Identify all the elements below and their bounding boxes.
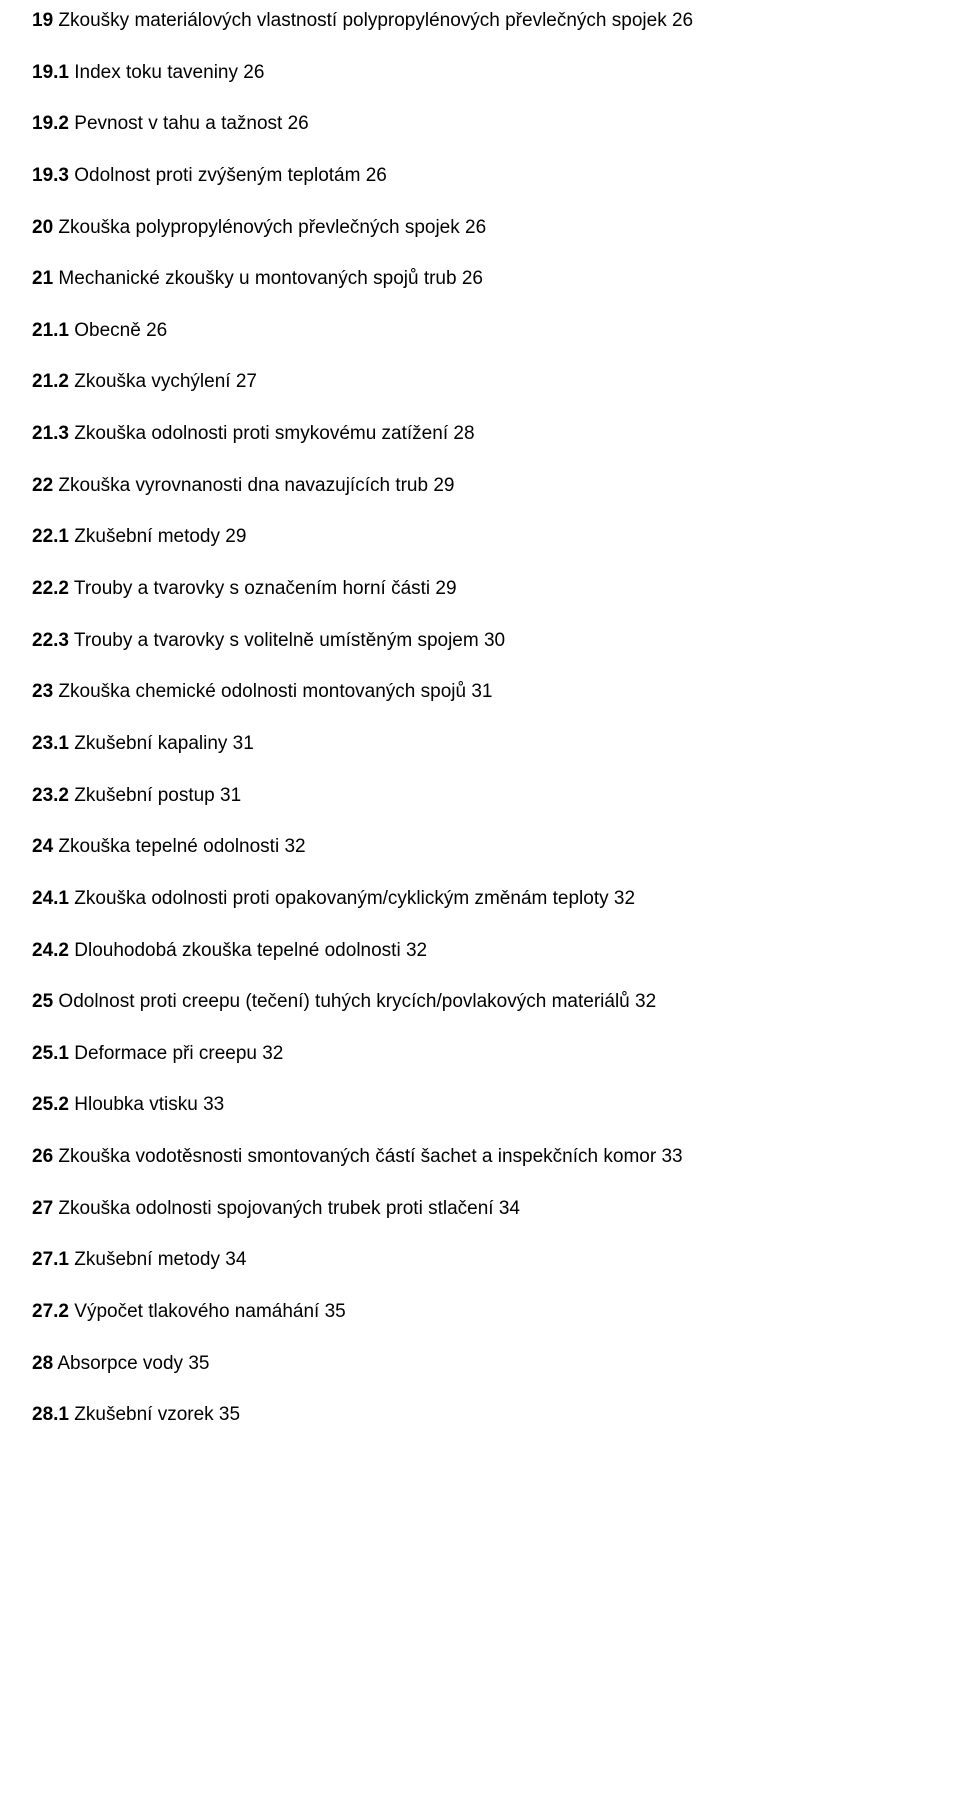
toc-entry-number: 21.3 (32, 423, 69, 444)
toc-entry-number: 24.1 (32, 888, 69, 909)
toc-entry-title: Trouby a tvarovky s označením horní část… (74, 578, 457, 599)
toc-entry: 20 Zkouška polypropylénových převlečných… (32, 215, 928, 241)
toc-entry-title: Zkušební postup 31 (74, 785, 241, 806)
table-of-contents: 19 Zkoušky materiálových vlastností poly… (32, 8, 928, 1428)
toc-entry-title: Zkušební kapaliny 31 (74, 733, 254, 754)
toc-entry-title: Zkouška vyrovnanosti dna navazujících tr… (58, 475, 454, 496)
toc-entry-title: Pevnost v tahu a tažnost 26 (74, 113, 309, 134)
toc-entry-title: Trouby a tvarovky s volitelně umístěným … (74, 630, 505, 651)
toc-entry: 24.1 Zkouška odolnosti proti opakovaným/… (32, 886, 928, 912)
toc-entry-number: 20 (32, 217, 53, 238)
toc-entry: 21.2 Zkouška vychýlení 27 (32, 369, 928, 395)
toc-entry-title: Odolnost proti creepu (tečení) tuhých kr… (58, 991, 656, 1012)
toc-entry: 24.2 Dlouhodobá zkouška tepelné odolnost… (32, 938, 928, 964)
toc-entry-number: 23.2 (32, 785, 69, 806)
toc-entry-number: 25.1 (32, 1043, 69, 1064)
toc-entry: 27.2 Výpočet tlakového namáhání 35 (32, 1299, 928, 1325)
toc-entry-title: Zkouška tepelné odolnosti 32 (58, 836, 305, 857)
toc-entry-title: Hloubka vtisku 33 (74, 1094, 224, 1115)
toc-entry: 26 Zkouška vodotěsnosti smontovaných čás… (32, 1144, 928, 1170)
toc-entry-title: Dlouhodobá zkouška tepelné odolnosti 32 (74, 940, 427, 961)
toc-entry: 23.1 Zkušební kapaliny 31 (32, 731, 928, 757)
toc-entry-title: Zkouška odolnosti proti smykovému zatíže… (74, 423, 474, 444)
toc-entry-number: 28 (32, 1353, 53, 1374)
toc-entry-number: 26 (32, 1146, 53, 1167)
toc-entry-number: 21.2 (32, 371, 69, 392)
toc-entry-number: 25 (32, 991, 53, 1012)
toc-entry-number: 21 (32, 268, 53, 289)
toc-entry: 28 Absorpce vody 35 (32, 1351, 928, 1377)
toc-entry-title: Zkouška odolnosti proti opakovaným/cykli… (74, 888, 635, 909)
toc-entry: 22 Zkouška vyrovnanosti dna navazujících… (32, 473, 928, 499)
toc-entry-number: 22.2 (32, 578, 69, 599)
toc-entry: 25.1 Deformace při creepu 32 (32, 1041, 928, 1067)
toc-entry-title: Odolnost proti zvýšeným teplotám 26 (74, 165, 387, 186)
toc-entry-number: 27.2 (32, 1301, 69, 1322)
toc-entry-title: Index toku taveniny 26 (74, 62, 264, 83)
toc-entry: 27.1 Zkušební metody 34 (32, 1247, 928, 1273)
toc-entry: 19.3 Odolnost proti zvýšeným teplotám 26 (32, 163, 928, 189)
toc-entry-number: 19.1 (32, 62, 69, 83)
toc-entry: 19.1 Index toku taveniny 26 (32, 60, 928, 86)
toc-entry-title: Obecně 26 (74, 320, 167, 341)
toc-entry-title: Zkušební metody 29 (74, 526, 246, 547)
toc-entry-number: 19.2 (32, 113, 69, 134)
toc-entry: 23.2 Zkušební postup 31 (32, 783, 928, 809)
toc-entry: 28.1 Zkušební vzorek 35 (32, 1402, 928, 1428)
toc-entry-title: Zkouška polypropylénových převlečných sp… (58, 217, 486, 238)
toc-entry-title: Zkušební metody 34 (74, 1249, 246, 1270)
toc-entry-number: 23.1 (32, 733, 69, 754)
toc-entry-number: 27 (32, 1198, 53, 1219)
toc-entry-number: 22.3 (32, 630, 69, 651)
toc-entry: 23 Zkouška chemické odolnosti montovanýc… (32, 679, 928, 705)
toc-entry-title: Absorpce vody 35 (57, 1353, 209, 1374)
toc-entry-number: 23 (32, 681, 53, 702)
toc-entry-number: 28.1 (32, 1404, 69, 1425)
toc-entry-number: 19.3 (32, 165, 69, 186)
toc-entry: 24 Zkouška tepelné odolnosti 32 (32, 834, 928, 860)
toc-entry-title: Deformace při creepu 32 (74, 1043, 283, 1064)
toc-entry: 19 Zkoušky materiálových vlastností poly… (32, 8, 928, 34)
toc-entry-title: Zkouška odolnosti spojovaných trubek pro… (58, 1198, 520, 1219)
toc-entry-number: 27.1 (32, 1249, 69, 1270)
toc-entry-title: Mechanické zkoušky u montovaných spojů t… (58, 268, 483, 289)
toc-entry: 19.2 Pevnost v tahu a tažnost 26 (32, 111, 928, 137)
toc-entry-number: 21.1 (32, 320, 69, 341)
toc-entry: 22.2 Trouby a tvarovky s označením horní… (32, 576, 928, 602)
toc-entry: 21.3 Zkouška odolnosti proti smykovému z… (32, 421, 928, 447)
toc-entry-number: 24 (32, 836, 53, 857)
toc-entry-title: Zkouška vychýlení 27 (74, 371, 257, 392)
toc-entry-title: Zkoušky materiálových vlastností polypro… (58, 10, 693, 31)
toc-entry-number: 25.2 (32, 1094, 69, 1115)
toc-entry-title: Zkušební vzorek 35 (74, 1404, 240, 1425)
toc-entry-number: 19 (32, 10, 53, 31)
toc-entry-title: Zkouška vodotěsnosti smontovaných částí … (58, 1146, 682, 1167)
toc-entry-number: 22.1 (32, 526, 69, 547)
toc-entry: 21.1 Obecně 26 (32, 318, 928, 344)
toc-entry: 21 Mechanické zkoušky u montovaných spoj… (32, 266, 928, 292)
toc-entry: 25 Odolnost proti creepu (tečení) tuhých… (32, 989, 928, 1015)
toc-entry: 25.2 Hloubka vtisku 33 (32, 1092, 928, 1118)
toc-entry-number: 24.2 (32, 940, 69, 961)
toc-entry: 22.1 Zkušební metody 29 (32, 524, 928, 550)
toc-entry-number: 22 (32, 475, 53, 496)
toc-entry-title: Zkouška chemické odolnosti montovaných s… (58, 681, 492, 702)
toc-entry: 22.3 Trouby a tvarovky s volitelně umíst… (32, 628, 928, 654)
toc-entry-title: Výpočet tlakového namáhání 35 (74, 1301, 345, 1322)
toc-entry: 27 Zkouška odolnosti spojovaných trubek … (32, 1196, 928, 1222)
